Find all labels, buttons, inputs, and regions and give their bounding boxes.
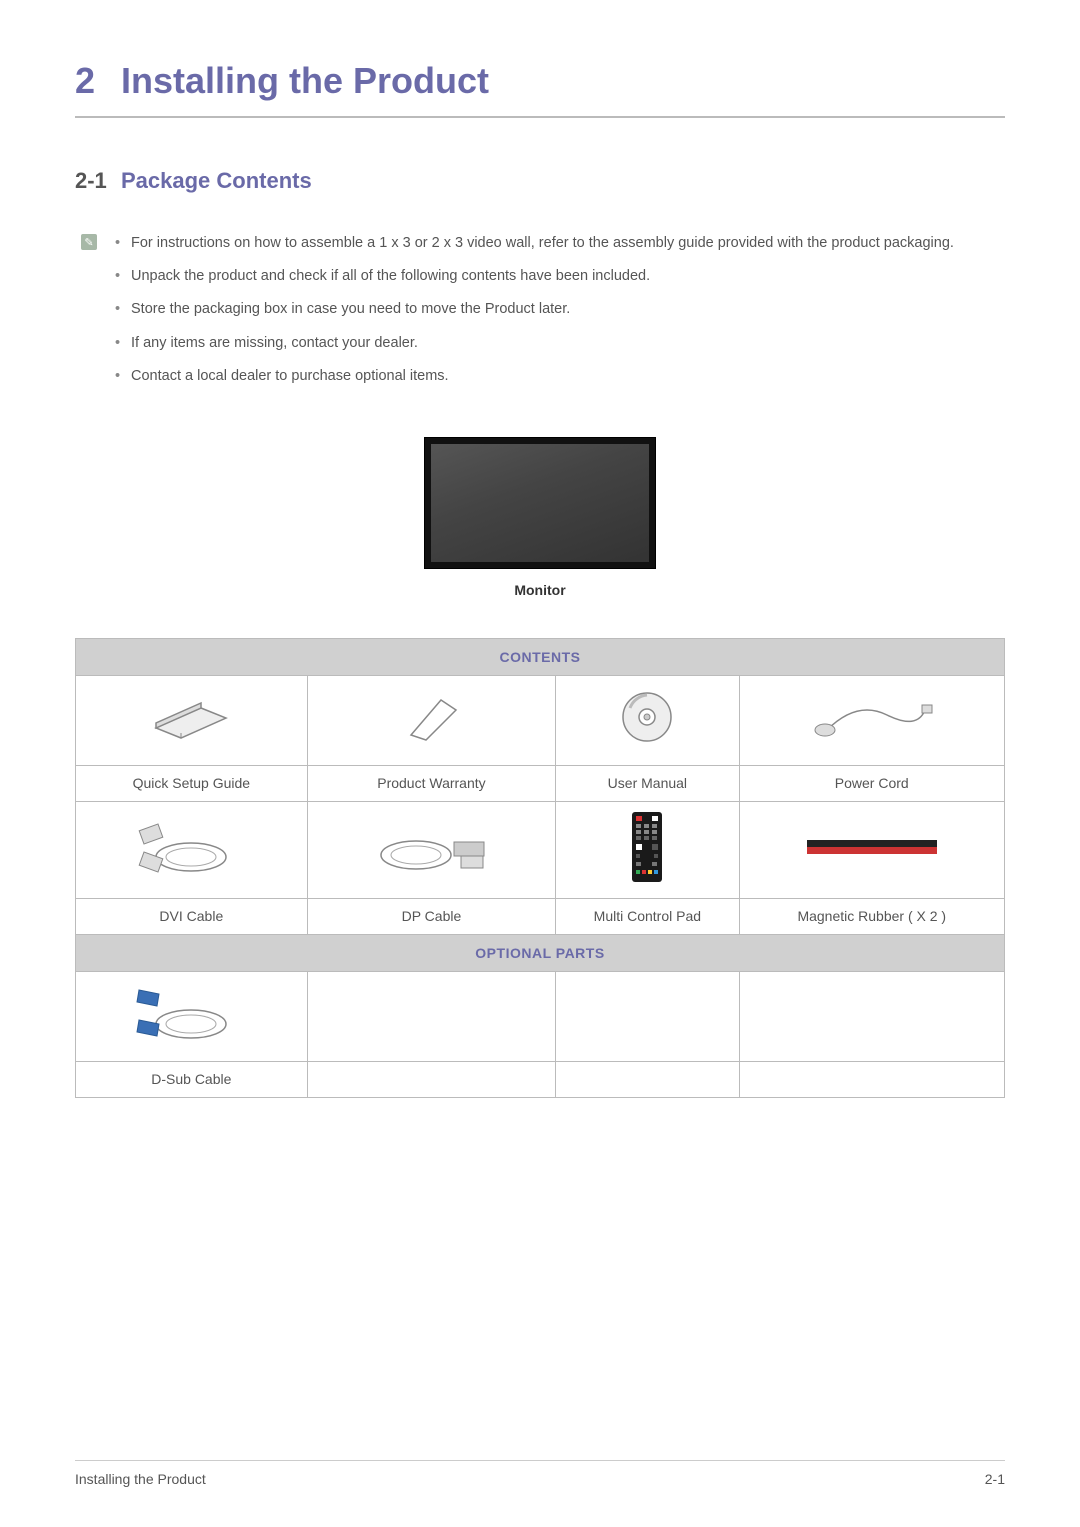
cd-icon (620, 690, 675, 745)
table-img-cell (307, 971, 556, 1061)
bullet-list: For instructions on how to assemble a 1 … (115, 232, 954, 398)
note-block: ✎ For instructions on how to assemble a … (75, 232, 1005, 398)
quick-setup-guide-icon (146, 693, 236, 743)
footer-right: 2-1 (985, 1471, 1005, 1487)
page: 2Installing the Product 2-1Package Conte… (0, 0, 1080, 1527)
bullet-item: If any items are missing, contact your d… (115, 332, 954, 355)
dsub-cable-icon (131, 984, 251, 1044)
table-img-cell (739, 801, 1005, 898)
optional-header: OPTIONAL PARTS (76, 934, 1005, 971)
contents-table: CONTENTS (75, 638, 1005, 1098)
page-footer: Installing the Product 2-1 (75, 1460, 1005, 1487)
bullet-item: Unpack the product and check if all of t… (115, 265, 954, 288)
power-cord-icon (807, 695, 937, 740)
bullet-item: Store the packaging box in case you need… (115, 298, 954, 321)
table-label-cell: Product Warranty (307, 765, 556, 801)
table-label-cell (556, 1061, 739, 1097)
table-label-cell: DVI Cable (76, 898, 308, 934)
table-img-cell (307, 675, 556, 765)
remote-icon (627, 810, 667, 885)
bullet-item: Contact a local dealer to purchase optio… (115, 365, 954, 388)
table-img-cell (76, 675, 308, 765)
chapter-number: 2 (75, 60, 121, 102)
table-label-cell: D-Sub Cable (76, 1061, 308, 1097)
magnetic-rubber-icon (802, 832, 942, 862)
monitor-image (425, 438, 655, 568)
dp-cable-icon (366, 820, 496, 875)
table-label-cell (739, 1061, 1005, 1097)
footer-left: Installing the Product (75, 1471, 206, 1487)
bullet-item: For instructions on how to assemble a 1 … (115, 232, 954, 255)
table-label-cell: DP Cable (307, 898, 556, 934)
table-img-cell (739, 971, 1005, 1061)
table-label-cell: Magnetic Rubber ( X 2 ) (739, 898, 1005, 934)
table-label-cell: Multi Control Pad (556, 898, 739, 934)
chapter-text: Installing the Product (121, 60, 489, 101)
table-img-cell (556, 971, 739, 1061)
table-label-cell (307, 1061, 556, 1097)
dvi-cable-icon (131, 817, 251, 877)
contents-header: CONTENTS (76, 638, 1005, 675)
table-img-cell (76, 971, 308, 1061)
section-title: 2-1Package Contents (75, 168, 1005, 194)
table-label-cell: Power Cord (739, 765, 1005, 801)
section-number: 2-1 (75, 168, 121, 194)
section-text: Package Contents (121, 168, 312, 193)
table-img-cell (307, 801, 556, 898)
chapter-title: 2Installing the Product (75, 60, 1005, 118)
table-label-cell: Quick Setup Guide (76, 765, 308, 801)
note-icon: ✎ (81, 234, 97, 250)
warranty-card-icon (396, 690, 466, 745)
table-img-cell (739, 675, 1005, 765)
monitor-figure: Monitor (75, 438, 1005, 598)
table-img-cell (76, 801, 308, 898)
table-img-cell (556, 801, 739, 898)
table-img-cell (556, 675, 739, 765)
monitor-caption: Monitor (75, 582, 1005, 598)
table-label-cell: User Manual (556, 765, 739, 801)
